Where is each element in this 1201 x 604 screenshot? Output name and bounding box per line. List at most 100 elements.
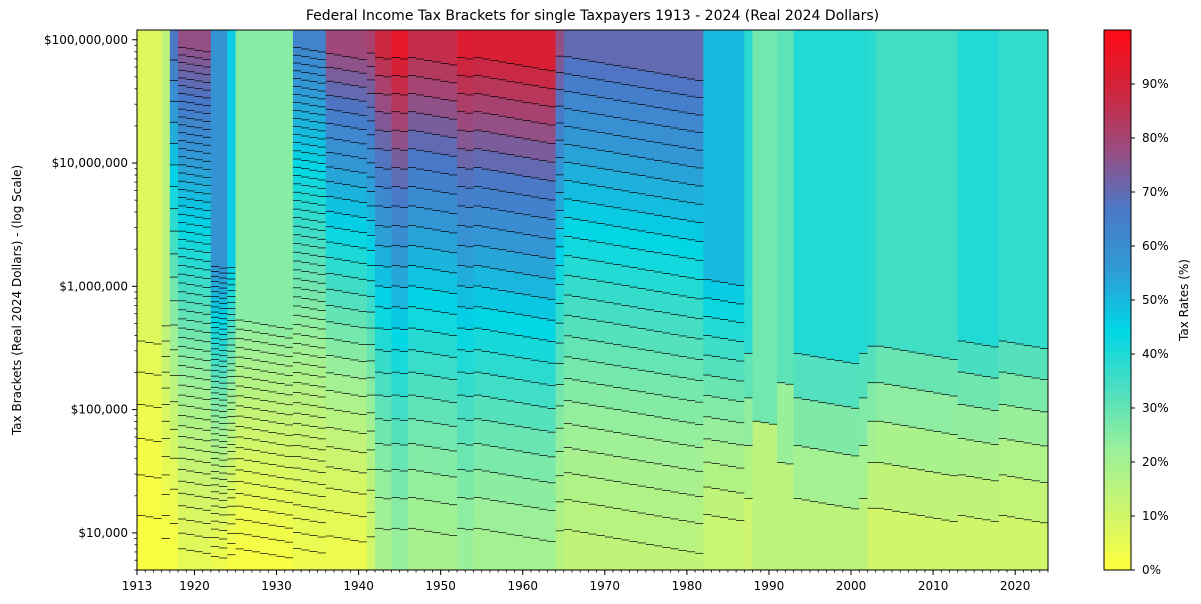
heatmap-cell — [210, 546, 220, 557]
heatmap-cell — [457, 418, 466, 444]
heatmap-cell — [571, 92, 581, 111]
heatmap-cell — [210, 281, 220, 287]
heatmap-cell — [383, 529, 393, 570]
heatmap-cell — [1015, 477, 1024, 519]
heatmap-cell — [309, 255, 319, 265]
heatmap-cell — [178, 282, 187, 293]
heatmap-cell — [555, 363, 565, 385]
heatmap-cell — [818, 502, 828, 570]
heatmap-cell — [292, 63, 302, 72]
heatmap-cell — [317, 367, 327, 378]
heatmap-cell — [301, 185, 310, 195]
heatmap-cell — [571, 474, 581, 502]
heatmap-cell — [481, 207, 491, 228]
heatmap-cell — [530, 67, 540, 87]
heatmap-cell — [186, 459, 196, 472]
heatmap-cell — [251, 341, 261, 351]
heatmap-cell — [375, 443, 384, 470]
heatmap-cell — [325, 427, 335, 448]
heatmap-cell — [621, 246, 631, 267]
heatmap-cell — [555, 343, 565, 364]
heatmap-cell — [432, 191, 442, 211]
heatmap-cell — [358, 433, 368, 454]
heatmap-cell — [571, 127, 581, 147]
heatmap-cell — [161, 356, 171, 373]
heatmap-cell — [1023, 30, 1033, 346]
heatmap-cell — [366, 377, 376, 396]
heatmap-cell — [309, 551, 319, 570]
heatmap-cell — [604, 322, 614, 344]
heatmap-cell — [186, 87, 196, 96]
heatmap-cell — [580, 475, 589, 503]
heatmap-cell — [202, 202, 212, 211]
heatmap-cell — [555, 157, 565, 176]
heatmap-cell — [473, 111, 483, 131]
heatmap-cell — [169, 429, 179, 459]
heatmap-cell — [333, 274, 343, 292]
heatmap-cell — [637, 391, 647, 415]
heatmap-cell — [284, 542, 294, 559]
heatmap-cell — [202, 252, 212, 262]
heatmap-cell — [202, 278, 212, 288]
heatmap-cell — [194, 135, 204, 145]
heatmap-cell — [383, 76, 393, 96]
heatmap-cell — [645, 106, 655, 124]
heatmap-cell — [309, 459, 319, 472]
heatmap-cell — [292, 413, 302, 424]
heatmap-cell — [440, 231, 450, 252]
heatmap-cell — [432, 311, 442, 333]
heatmap-cell — [202, 314, 212, 324]
heatmap-cell — [276, 423, 286, 435]
heatmap-cell — [1015, 30, 1024, 345]
heatmap-cell — [178, 156, 187, 166]
heatmap-cell — [366, 177, 376, 192]
heatmap-cell — [481, 396, 491, 421]
heatmap-cell — [301, 414, 310, 426]
heatmap-cell — [169, 349, 179, 376]
heatmap-cell — [202, 97, 212, 107]
heatmap-cell — [210, 348, 220, 355]
heatmap-cell — [916, 515, 926, 570]
heatmap-cell — [645, 350, 655, 372]
heatmap-cell — [637, 328, 647, 350]
heatmap-cell — [604, 169, 614, 189]
heatmap-cell — [965, 373, 975, 407]
heatmap-cell — [1031, 410, 1041, 445]
heatmap-cell — [301, 236, 310, 246]
heatmap-cell — [818, 449, 828, 504]
heatmap-cell — [399, 113, 409, 132]
heatmap-cell — [604, 81, 614, 99]
heatmap-cell — [744, 30, 754, 354]
heatmap-cell — [227, 533, 237, 544]
heatmap-cell — [243, 387, 253, 398]
heatmap-cell — [375, 328, 384, 351]
heatmap-cell — [383, 445, 393, 472]
x-tick-label: 1913 — [122, 579, 153, 593]
heatmap-cell — [186, 158, 196, 167]
heatmap-cell — [571, 219, 581, 239]
heatmap-cell — [613, 82, 622, 101]
heatmap-cell — [276, 345, 286, 356]
heatmap-cell — [654, 331, 663, 353]
heatmap-cell — [194, 30, 204, 51]
heatmap-cell — [194, 96, 204, 105]
heatmap-cell — [399, 207, 409, 228]
heatmap-cell — [588, 299, 598, 320]
heatmap-cell — [489, 352, 499, 376]
heatmap-cell — [309, 365, 319, 376]
heatmap-cell — [727, 321, 737, 341]
heatmap-cell — [645, 251, 655, 271]
heatmap-cell — [686, 400, 696, 424]
heatmap-cell — [268, 512, 278, 526]
heatmap-cell — [424, 309, 434, 332]
heatmap-cell — [654, 515, 663, 547]
heatmap-cell — [268, 464, 278, 477]
heatmap-cell — [333, 448, 343, 469]
heatmap-cell — [317, 417, 327, 429]
heatmap-cell — [604, 364, 614, 387]
heatmap-cell — [440, 154, 450, 174]
heatmap-cell — [571, 501, 581, 532]
heatmap-cell — [251, 439, 261, 451]
heatmap-cell — [1006, 516, 1016, 570]
heatmap-cell — [580, 502, 589, 533]
